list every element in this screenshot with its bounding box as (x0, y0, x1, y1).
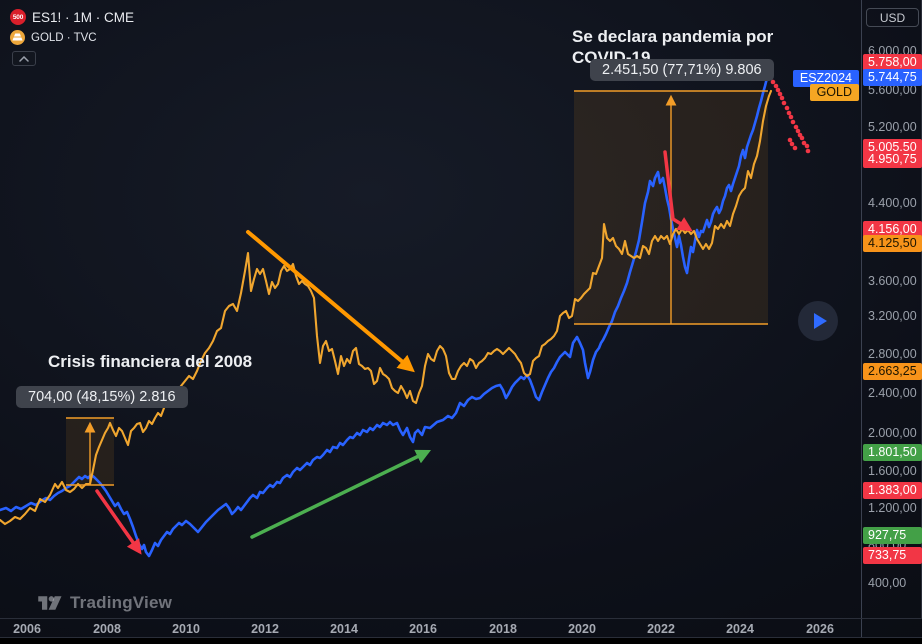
series-name-label[interactable]: GOLD (809, 83, 859, 101)
price-tick: 1.200,00 (868, 501, 917, 515)
measure-tool[interactable] (66, 417, 114, 486)
price-tick: 2.800,00 (868, 347, 917, 361)
replay-play-button[interactable] (798, 301, 838, 341)
symbol-legend-es[interactable]: 500 ES1! · 1M · CME (10, 9, 134, 25)
price-axis[interactable]: USD 6.000,00 5.600,00 5.200,00 4.400,00 3.60… (861, 0, 922, 618)
price-line-es1[interactable] (0, 69, 773, 558)
chevron-up-icon (19, 55, 29, 62)
price-label: 927,75 (863, 526, 922, 544)
time-axis-year-label: 2024 (726, 622, 754, 636)
price-label: 5.744,75 (863, 68, 922, 86)
time-axis-year-label: 2006 (13, 622, 41, 636)
pandemic-measure-label[interactable]: 2.451,50 (77,71%) 9.806 (590, 59, 774, 81)
time-axis-year-label: 2014 (330, 622, 358, 636)
price-tick: 3.600,00 (868, 274, 917, 288)
price-label: 2.663,25 (863, 362, 922, 380)
price-tick: 4.400,00 (868, 196, 917, 210)
price-label: 5.758,00 (863, 53, 922, 71)
dotted-projection-line[interactable] (770, 79, 811, 154)
symbol-title-gold: GOLD · TVC (31, 31, 97, 44)
time-axis-year-label: 2010 (172, 622, 200, 636)
collapse-legend-button[interactable] (12, 51, 36, 66)
time-axis-year-label: 2012 (251, 622, 279, 636)
price-label: 4.125,50 (863, 234, 922, 252)
price-tick: 2.000,00 (868, 426, 917, 440)
price-label: 733,75 (863, 546, 922, 564)
time-axis-year-label: 2018 (489, 622, 517, 636)
tradingview-watermark[interactable]: TradingView (36, 592, 172, 614)
chart-canvas[interactable] (0, 0, 861, 618)
time-axis-year-label: 2022 (647, 622, 675, 636)
time-axis-year-label: 2008 (93, 622, 121, 636)
symbol-legend-gold[interactable]: GOLD · TVC (10, 30, 97, 45)
time-axis-year-label: 2020 (568, 622, 596, 636)
crisis-drop-arrow[interactable] (95, 489, 142, 555)
window-bottom-edge (0, 637, 922, 644)
currency-unit-button[interactable]: USD (866, 8, 919, 27)
gold-downtrend-arrow[interactable] (246, 230, 415, 373)
axis-corner-separator (861, 619, 862, 638)
price-label: 4.950,75 (863, 150, 922, 168)
price-tick: 3.200,00 (868, 309, 917, 323)
price-label: 1.383,00 (863, 481, 922, 499)
time-axis[interactable]: 2006 2008 2010 2012 2014 2016 2018 2020 2022 2024… (0, 618, 922, 638)
price-tick: 5.600,00 (868, 83, 917, 97)
price-line-gold[interactable] (0, 89, 773, 526)
covid-drop-arrow[interactable] (663, 150, 693, 232)
price-tick: 1.600,00 (868, 464, 917, 478)
price-tick: 5.200,00 (868, 120, 917, 134)
price-tick: 2.400,00 (868, 386, 917, 400)
price-label: 1.801,50 (863, 443, 922, 461)
price-tick: 400,00 (868, 576, 907, 590)
watermark-text: TradingView (70, 593, 173, 612)
symbol-title-es: ES1! · 1M · CME (32, 9, 135, 25)
gold-icon (10, 30, 25, 45)
sp500-badge-icon: 500 (10, 9, 26, 25)
play-icon (813, 313, 827, 329)
price-label: 4.156,00 (863, 220, 922, 238)
chart-pane: 500 ES1! · 1M · CME GOLD · TVC Se declar… (0, 0, 861, 618)
time-axis-year-label: 2026 (806, 622, 834, 636)
series-name-label[interactable]: ESZ2024 (792, 69, 859, 87)
tradingview-logo-icon (38, 596, 62, 610)
time-axis-year-label: 2016 (409, 622, 437, 636)
crisis-annotation[interactable]: Crisis financiera del 2008 (48, 352, 253, 371)
crisis-measure-label[interactable]: 704,00 (48,15%) 2.816 (16, 386, 188, 408)
recovery-up-arrow[interactable] (250, 449, 432, 539)
